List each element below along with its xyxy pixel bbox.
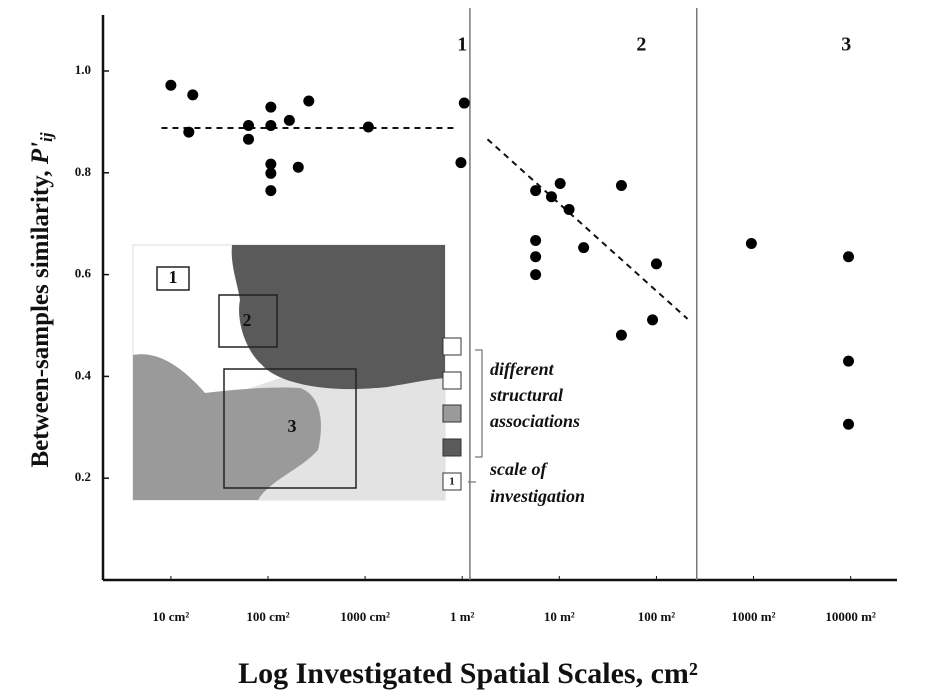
point	[187, 89, 199, 101]
region-label: 3	[841, 34, 851, 56]
point	[843, 251, 855, 263]
point	[615, 329, 627, 341]
point	[243, 133, 255, 145]
point	[265, 167, 277, 179]
point	[530, 185, 542, 197]
x-tick-label: 100 m²	[638, 609, 676, 624]
y-axis-subscript: ij	[37, 132, 56, 142]
point	[303, 95, 315, 107]
y-tick-label: 0.2	[75, 469, 91, 484]
point	[458, 97, 470, 109]
point	[243, 119, 255, 131]
point	[563, 203, 575, 215]
x-tick-label: 1000 cm²	[340, 609, 390, 624]
x-tick-label: 10 m²	[544, 609, 575, 624]
y-axis-symbol: P'	[27, 142, 54, 165]
point	[265, 158, 277, 170]
region-label: 1	[457, 34, 467, 56]
point	[165, 79, 177, 91]
point	[615, 180, 627, 192]
point	[647, 314, 659, 326]
point	[265, 101, 277, 113]
y-tick-label: 0.6	[75, 266, 92, 281]
point	[265, 119, 277, 131]
point	[362, 121, 374, 133]
y-axis-title-text: Between-samples similarity,	[27, 170, 54, 467]
y-tick-label: 0.8	[75, 164, 92, 179]
x-tick-label: 1 m²	[450, 609, 475, 624]
inset-area-label: 3	[288, 416, 297, 436]
point	[530, 251, 542, 263]
legend-box-label: 1	[449, 476, 455, 488]
point	[292, 161, 304, 173]
point	[530, 269, 542, 281]
point	[530, 234, 542, 246]
x-tick-label: 100 cm²	[246, 609, 289, 624]
point	[545, 191, 557, 203]
y-axis-title: Between-samples similarity, P'ij	[27, 132, 56, 467]
point	[283, 114, 295, 126]
legend-text: structural	[489, 385, 563, 405]
point	[578, 242, 590, 254]
region-label: 2	[636, 34, 646, 56]
inset-area-label: 2	[243, 310, 252, 330]
legend-text: associations	[490, 411, 580, 431]
x-tick-label: 10000 m²	[825, 609, 876, 624]
point	[455, 157, 467, 169]
inset-legend: 1 different structural associations scal…	[442, 337, 585, 506]
point	[554, 177, 566, 189]
inset-box-label: 1	[169, 267, 178, 287]
x-tick-label: 1000 m²	[732, 609, 776, 624]
inset-map: 1 2 3	[132, 244, 446, 501]
point	[843, 355, 855, 367]
point	[265, 185, 277, 197]
x-tick-label: 10 cm²	[153, 609, 190, 624]
legend-text: scale of	[489, 459, 548, 479]
point	[183, 126, 195, 138]
x-axis-title: Log Investigated Spatial Scales, cm²	[238, 657, 698, 690]
y-tick-label: 1.0	[75, 62, 91, 77]
point	[650, 258, 662, 270]
trend-line	[486, 138, 689, 320]
point	[843, 418, 855, 430]
legend-text: different	[490, 359, 555, 379]
y-tick-label: 0.4	[75, 367, 92, 382]
legend-text: investigation	[490, 486, 585, 506]
point	[745, 238, 757, 250]
